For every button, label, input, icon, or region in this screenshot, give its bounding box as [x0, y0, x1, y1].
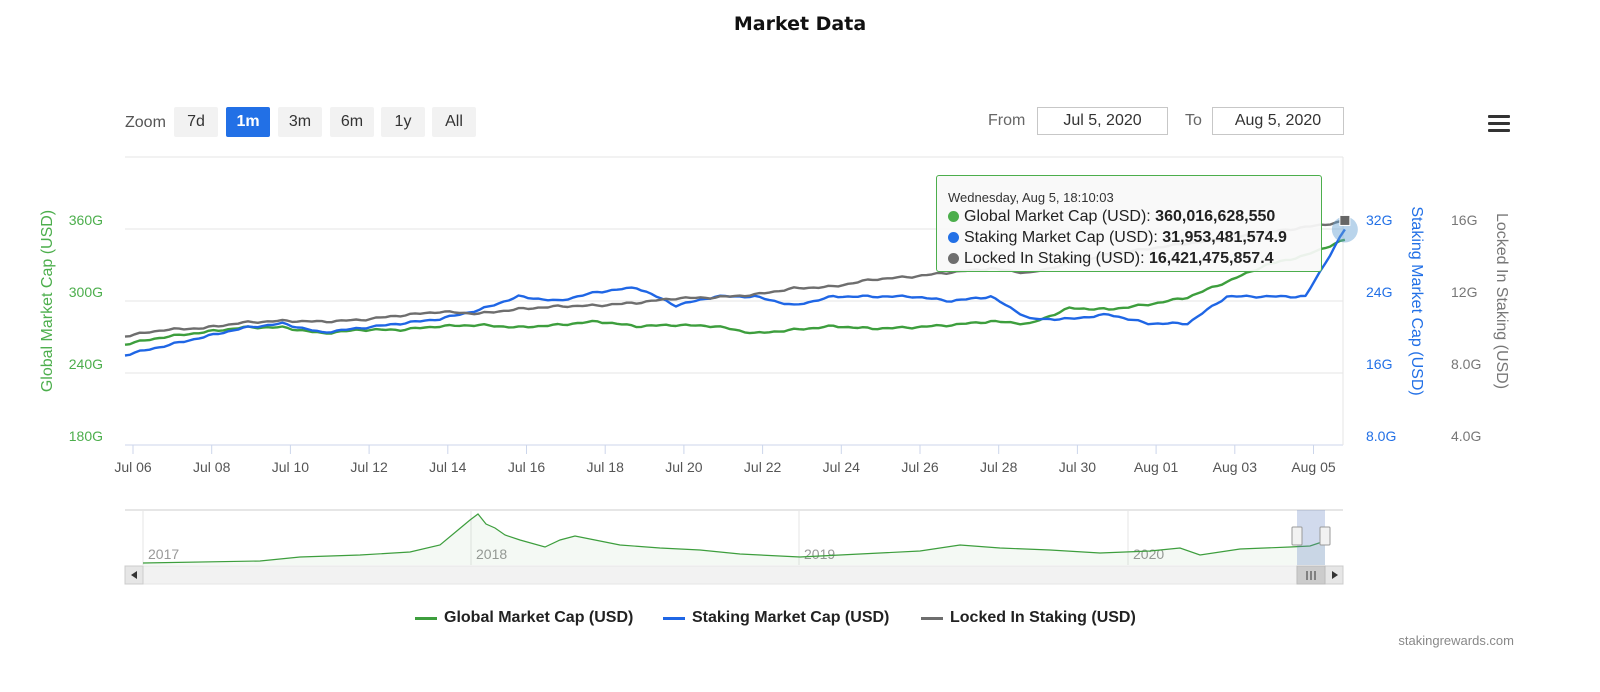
x-tick-label: Jul 20: [665, 459, 703, 475]
line-swatch-icon: [663, 617, 685, 620]
market-data-chart: Jul 06 Jul 08 Jul 10 Jul 12 Jul 14 Jul 16 Jul …: [39, 156, 1510, 585]
zoom-1y-button[interactable]: 1y: [381, 107, 425, 137]
gray-dot-icon: [948, 253, 959, 264]
from-label: From: [988, 112, 1026, 129]
y-staking-tick-label: 16G: [1366, 356, 1392, 372]
navigator: 2017201820192020: [124, 509, 1344, 585]
to-date-input[interactable]: [1212, 107, 1344, 135]
navigator-line: [142, 513, 1326, 564]
x-tick-label: Jul 10: [272, 459, 310, 475]
zoom-all-button[interactable]: All: [432, 107, 476, 137]
context-menu-icon[interactable]: [1486, 113, 1512, 135]
tooltip-value: 16,421,475,857.4: [1148, 250, 1274, 267]
chevron-right-icon: [1332, 571, 1338, 579]
navigator-handle[interactable]: [1291, 526, 1303, 546]
x-tick-label: Aug 03: [1213, 459, 1258, 475]
x-tick-label: Jul 30: [1059, 459, 1097, 475]
zoom-label: Zoom: [125, 114, 166, 131]
navigator-area: [143, 514, 1325, 565]
y-locked-tick-label: 16G: [1451, 212, 1477, 228]
from-date-input[interactable]: [1037, 107, 1168, 135]
scrollbar-track: [124, 565, 1344, 585]
tooltip-label: Global Market Cap (USD): [964, 208, 1147, 225]
blue-dot-icon: [948, 232, 959, 243]
hover-halo: [1331, 216, 1358, 243]
tooltip-row-locked: Locked In Staking (USD): 16,421,475,857.…: [948, 250, 1274, 268]
tooltip-row-global: Global Market Cap (USD): 360,016,628,550: [948, 208, 1275, 226]
y-locked-tick-label: 4.0G: [1451, 428, 1481, 444]
y-left-tick-label: 360G: [69, 212, 103, 228]
tooltip-label: Staking Market Cap (USD): [964, 229, 1154, 246]
y-locked-axis-title: Locked In Staking (USD): [1493, 213, 1510, 389]
to-label: To: [1185, 112, 1202, 129]
credits-link[interactable]: stakingrewards.com: [1398, 633, 1514, 648]
x-tick-label: Jul 26: [901, 459, 939, 475]
x-tick-label: Jul 16: [508, 459, 546, 475]
y-left-tick-label: 180G: [69, 428, 103, 444]
x-tick-label: Jul 24: [823, 459, 861, 475]
legend-label: Global Market Cap (USD): [444, 609, 634, 626]
y-left-tick-label: 240G: [69, 356, 103, 372]
x-tick-label: Jul 28: [980, 459, 1018, 475]
chart-title: Market Data: [733, 13, 867, 35]
zoom-6m-button[interactable]: 6m: [330, 107, 374, 137]
x-tick-label: Jul 18: [587, 459, 625, 475]
green-dot-icon: [948, 211, 959, 222]
y-left-tick-label: 300G: [69, 284, 103, 300]
x-tick-label: Jul 06: [114, 459, 152, 475]
navigator-handle[interactable]: [1319, 526, 1331, 546]
y-staking-axis-title: Staking Market Cap (USD): [1408, 206, 1425, 395]
tooltip-header: Wednesday, Aug 5, 18:10:03: [948, 190, 1114, 205]
y-staking-tick-label: 24G: [1366, 284, 1392, 300]
x-tick-label: Jul 14: [429, 459, 467, 475]
tooltip-value: 360,016,628,550: [1155, 208, 1276, 225]
tooltip-label: Locked In Staking (USD): [964, 250, 1141, 267]
y-left-axis-title: Global Market Cap (USD): [39, 210, 56, 392]
hover-marker-locked: [1339, 214, 1351, 226]
tooltip-row-staking: Staking Market Cap (USD): 31,953,481,574…: [948, 229, 1287, 247]
axes: Jul 06 Jul 08 Jul 10 Jul 12 Jul 14 Jul 16 Jul …: [39, 206, 1510, 475]
y-locked-tick-label: 12G: [1451, 284, 1477, 300]
x-tick-label: Jul 12: [350, 459, 388, 475]
chevron-left-icon: [131, 571, 137, 579]
line-swatch-icon: [415, 617, 437, 620]
x-tick-label: Jul 22: [744, 459, 782, 475]
x-tick-label: Aug 05: [1291, 459, 1336, 475]
tooltip: Wednesday, Aug 5, 18:10:03 Global Market…: [936, 175, 1322, 272]
x-tick-label: Jul 08: [193, 459, 231, 475]
y-staking-tick-label: 32G: [1366, 212, 1392, 228]
navigator-year-label: 2017: [148, 546, 179, 562]
legend-label: Staking Market Cap (USD): [692, 609, 890, 626]
zoom-3m-button[interactable]: 3m: [278, 107, 322, 137]
navigator-year-label: 2018: [476, 546, 507, 562]
y-locked-tick-label: 8.0G: [1451, 356, 1481, 372]
navigator-year-label: 2019: [804, 546, 835, 562]
zoom-1m-button[interactable]: 1m: [226, 107, 270, 137]
tooltip-value: 31,953,481,574.9: [1162, 229, 1287, 246]
x-tick-label: Aug 01: [1134, 459, 1179, 475]
zoom-7d-button[interactable]: 7d: [174, 107, 218, 137]
y-staking-tick-label: 8.0G: [1366, 428, 1396, 444]
line-swatch-icon: [921, 617, 943, 620]
legend-label: Locked In Staking (USD): [950, 609, 1136, 626]
